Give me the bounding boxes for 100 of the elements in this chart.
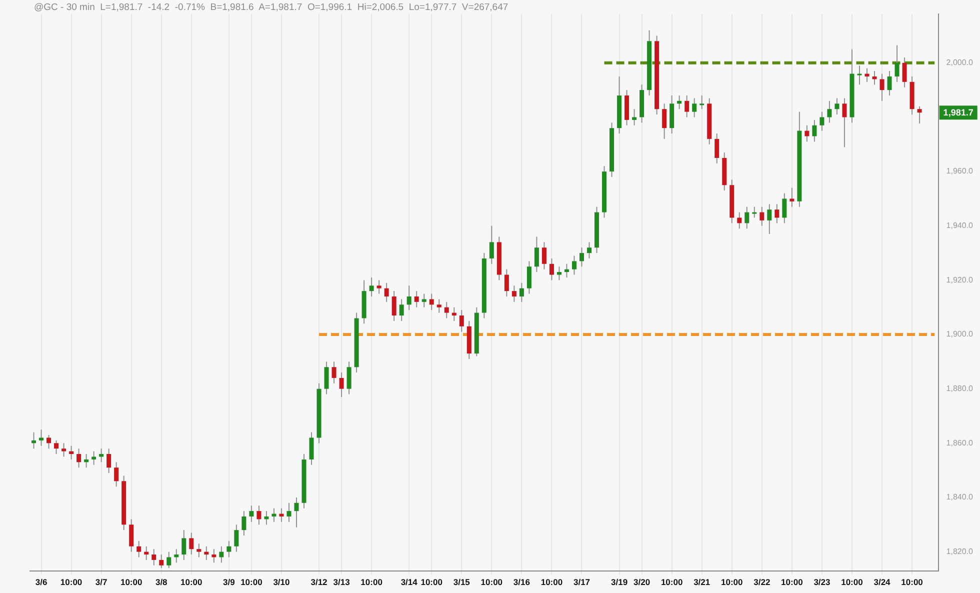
candlestick xyxy=(564,263,569,278)
candlestick xyxy=(339,372,344,398)
candlestick xyxy=(39,429,44,446)
x-tick-label: 3/7 xyxy=(95,577,108,588)
candlestick xyxy=(129,518,134,552)
candlestick xyxy=(256,505,262,526)
candlestick xyxy=(279,508,284,522)
candlestick xyxy=(834,98,840,115)
candlestick xyxy=(504,268,509,297)
candlestick xyxy=(429,293,434,311)
candlestick xyxy=(219,546,224,564)
candlestick xyxy=(887,70,892,96)
candlestick xyxy=(534,236,539,273)
candlestick xyxy=(242,510,246,536)
x-tick-label: 3/21 xyxy=(694,577,710,588)
x-tick-label: 3/13 xyxy=(333,577,350,588)
candlestick xyxy=(572,255,576,276)
candlestick xyxy=(542,242,546,270)
x-tick-label: 10:00 xyxy=(781,577,804,588)
candlestick xyxy=(586,242,592,259)
candlestick xyxy=(76,448,82,468)
candlestick xyxy=(369,276,374,297)
x-tick-label: 10:00 xyxy=(480,577,503,588)
candlestick xyxy=(294,496,299,528)
chart-subtitle: @GC - 30 min L=1,981.7 -14.2 -0.71% B=1,981.6 A=1,981.7 O=1,996.1 Hi=2,006.5 Lo=1,977.7 V=267,647 xyxy=(34,2,508,13)
candlestick xyxy=(422,293,426,308)
y-tick-label: 1,820.0 xyxy=(946,546,974,556)
candlestick xyxy=(226,540,232,558)
candlestick xyxy=(459,310,464,332)
candlestick xyxy=(812,119,817,142)
candlestick xyxy=(189,532,194,556)
candlestick xyxy=(632,108,637,126)
x-tick-label: 3/9 xyxy=(223,577,236,588)
candlestick xyxy=(136,540,142,558)
candlestick xyxy=(286,502,292,522)
candlestick xyxy=(737,212,742,230)
candlestick xyxy=(489,225,494,264)
candlestick xyxy=(444,301,449,319)
candlestick xyxy=(864,68,870,82)
x-tick-label: 3/14 xyxy=(400,577,418,588)
candlestick xyxy=(166,551,172,569)
x-tick-label: 10:00 xyxy=(120,577,142,588)
x-tick-label: 3/23 xyxy=(814,577,830,588)
candlestick xyxy=(204,546,209,560)
candlestick xyxy=(714,133,720,164)
candlestick xyxy=(69,445,74,460)
candlestick xyxy=(324,361,329,395)
y-tick-label: 1,880.0 xyxy=(946,384,974,394)
candlestick xyxy=(436,298,442,314)
candlestick xyxy=(662,103,667,140)
candlestick xyxy=(519,282,524,302)
candlestick xyxy=(857,65,862,86)
candlestick xyxy=(782,192,787,224)
candlestick xyxy=(842,98,847,148)
x-tick-label: 10:00 xyxy=(841,577,864,588)
candlestick xyxy=(46,434,52,450)
candlestick xyxy=(820,111,824,132)
candlestick xyxy=(84,454,89,468)
candlestick xyxy=(114,462,119,488)
candlestick xyxy=(309,432,314,466)
x-tick-label: 3/20 xyxy=(634,577,650,588)
candlestick xyxy=(902,56,907,88)
y-tick-label: 1,860.0 xyxy=(946,438,974,448)
candlestick xyxy=(894,44,900,82)
candlestick xyxy=(406,285,412,311)
x-tick-label: 3/6 xyxy=(35,577,48,588)
candlestick xyxy=(774,204,780,224)
candlestick xyxy=(174,548,179,564)
candlestick xyxy=(579,247,584,268)
x-tick-label: 3/24 xyxy=(874,577,891,588)
y-tick-label: 1,900.0 xyxy=(946,330,974,339)
candlestick xyxy=(264,510,269,526)
candlestick xyxy=(744,206,750,230)
x-tick-label: 3/8 xyxy=(155,577,168,588)
candlestick xyxy=(54,440,59,455)
x-tick-label: 10:00 xyxy=(901,577,924,588)
x-tick-label: 3/19 xyxy=(611,577,628,588)
x-tick-label: 3/17 xyxy=(573,577,590,588)
x-tick-label: 3/10 xyxy=(273,577,290,588)
x-tick-label: 10:00 xyxy=(360,577,383,588)
candlestick xyxy=(452,306,456,322)
candlestick xyxy=(99,448,104,463)
candlestick xyxy=(32,432,36,450)
y-tick-label: 1,840.0 xyxy=(946,492,974,502)
annotation: 1,981.7 xyxy=(943,108,974,118)
candlestick xyxy=(392,290,396,322)
candlestick xyxy=(182,530,186,560)
x-tick-label: 3/12 xyxy=(310,577,328,588)
y-tick-label: 1,920.0 xyxy=(946,275,974,284)
candlestick xyxy=(767,204,772,235)
candlestick xyxy=(692,98,697,118)
candlestick xyxy=(804,124,810,142)
candlestick xyxy=(106,448,112,474)
candlestick xyxy=(760,206,764,226)
candlestick xyxy=(684,94,690,118)
candlestick xyxy=(62,442,66,458)
candlestick xyxy=(414,290,419,308)
candlestick xyxy=(827,100,832,124)
y-tick-label: 2,000.0 xyxy=(946,58,974,68)
candlestick xyxy=(92,450,96,466)
